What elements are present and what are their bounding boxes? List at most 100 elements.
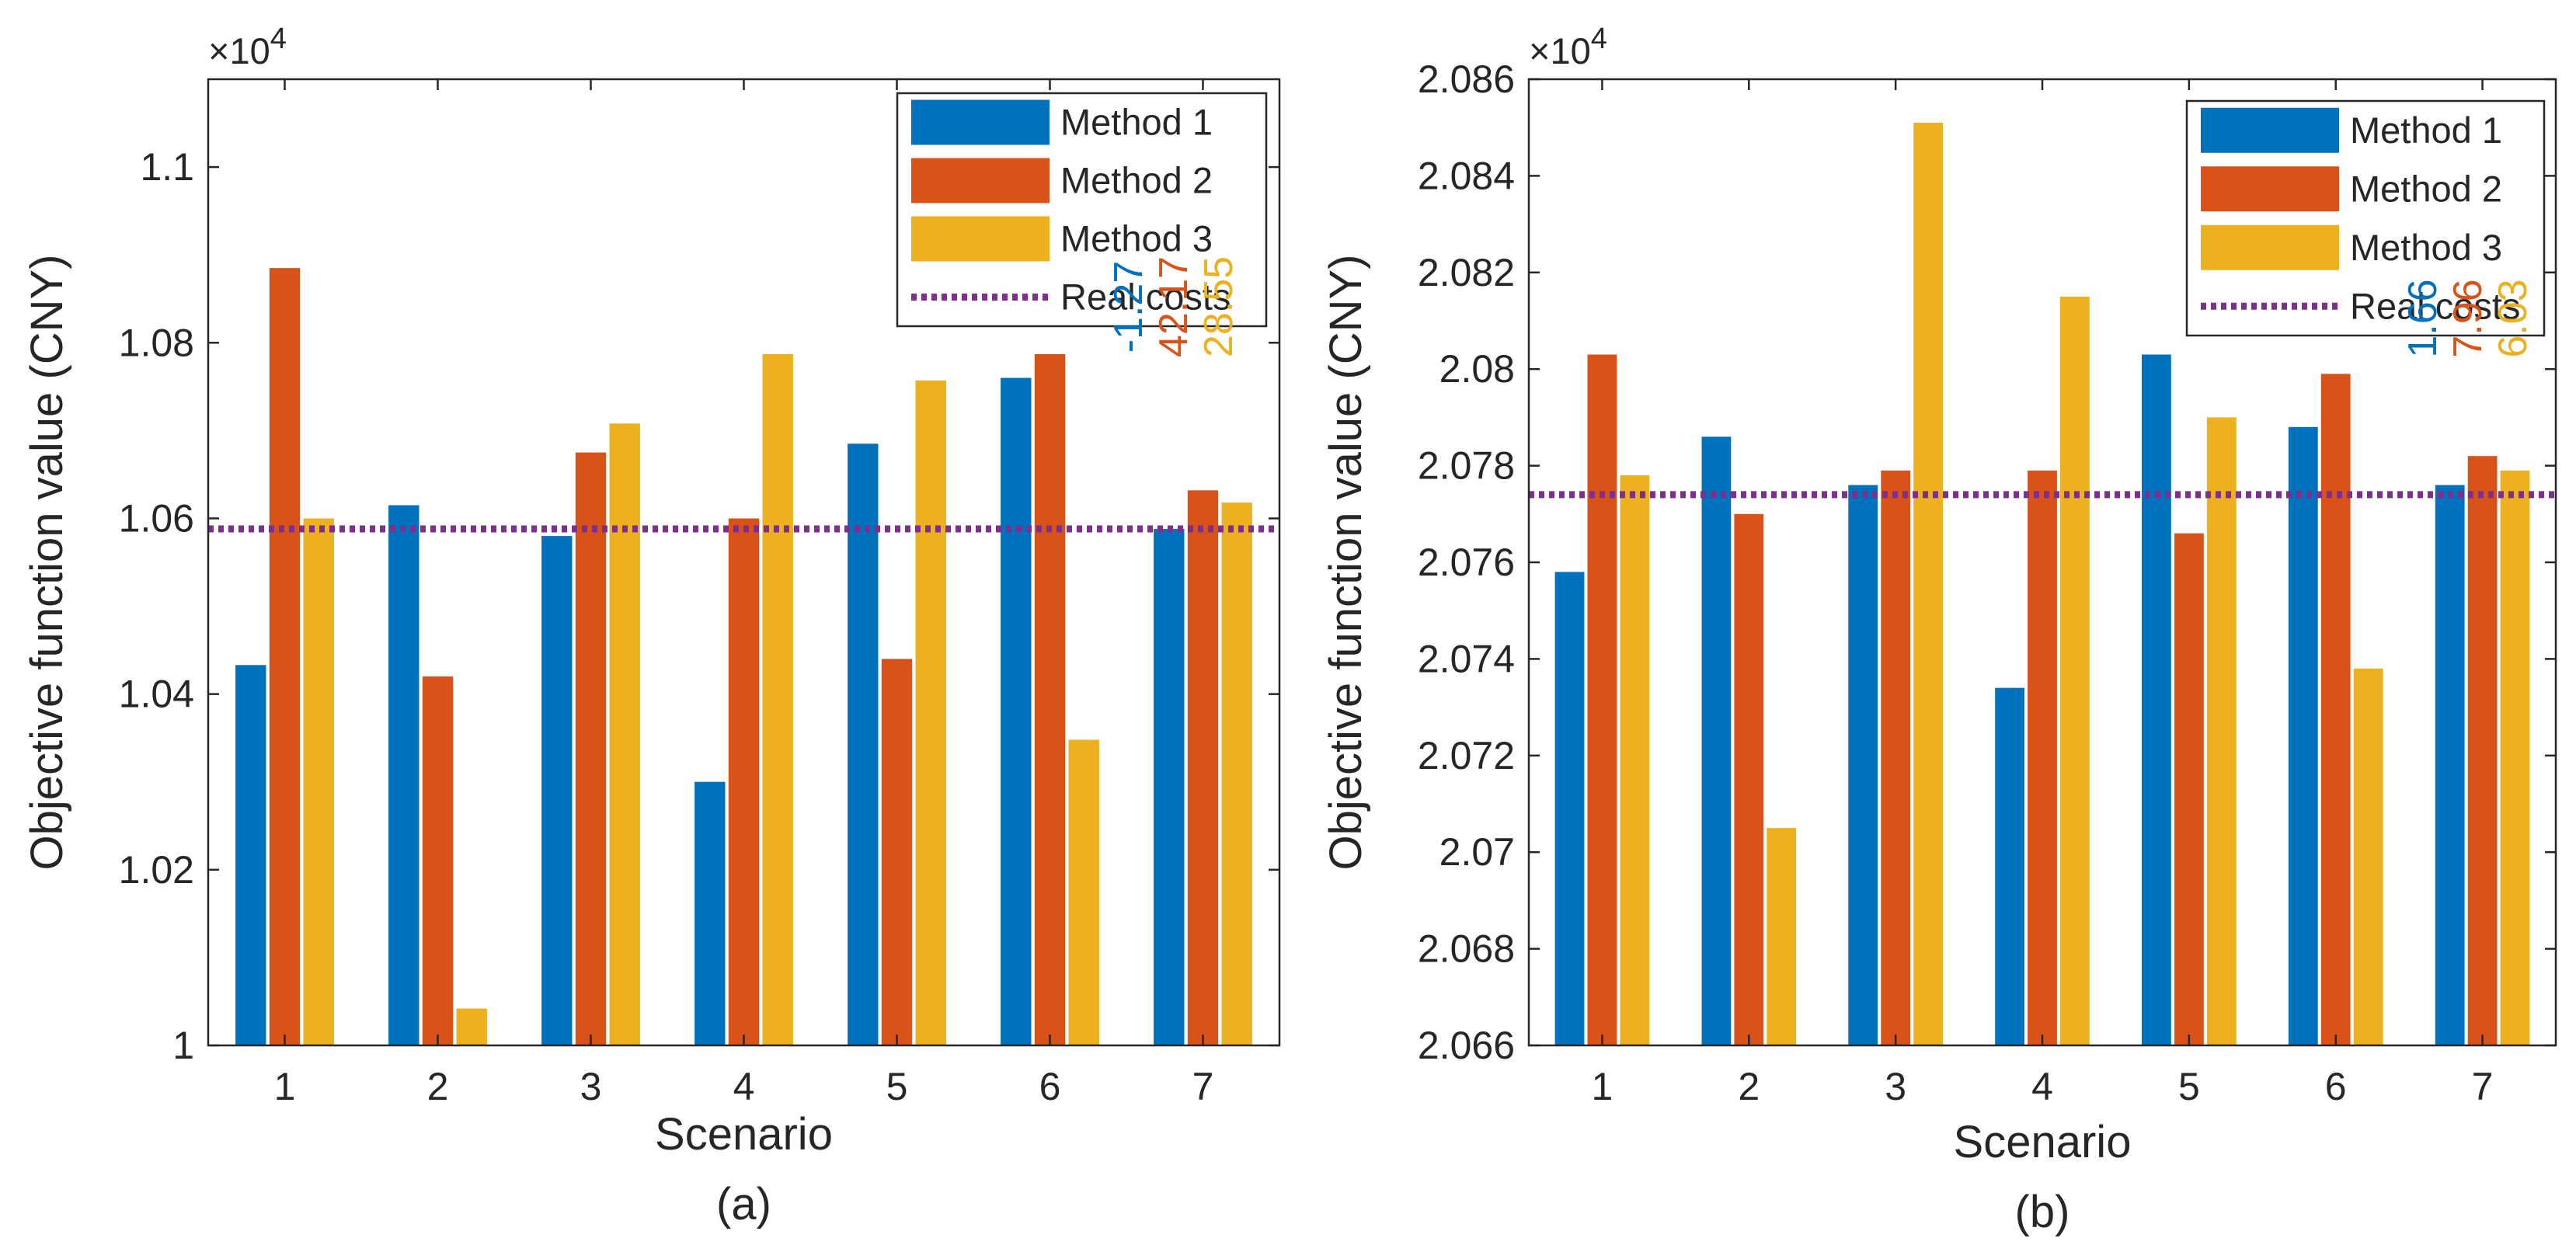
x-tick-label: 3 — [1885, 1065, 1906, 1108]
bar-method-3-scenario-3 — [609, 423, 640, 1045]
bar-method-3-scenario-2 — [456, 1008, 487, 1045]
x-tick-label: 5 — [886, 1065, 908, 1108]
x-tick-label: 4 — [2031, 1065, 2053, 1108]
y-tick-label: 2.086 — [1418, 57, 1515, 101]
annotation-method-1: -1.27 — [1106, 261, 1151, 353]
bar-method-2-scenario-1 — [1587, 354, 1617, 1045]
bar-method-2-scenario-3 — [575, 452, 607, 1045]
legend-label-method-1: Method 1 — [1060, 102, 1213, 143]
y-tick-label: 1.1 — [140, 145, 194, 189]
bar-method-2-scenario-6 — [2320, 374, 2351, 1045]
x-axis-label: Scenario — [1954, 1117, 2132, 1167]
bar-method-1-scenario-7 — [1154, 529, 1185, 1045]
bar-method-3-scenario-3 — [1913, 123, 1943, 1045]
y-tick-label: 2.082 — [1418, 251, 1515, 294]
legend-label-method-3: Method 3 — [2350, 227, 2502, 268]
axis-multiplier-base: ×10 — [1529, 30, 1591, 71]
bar-method-2-scenario-5 — [2174, 533, 2204, 1045]
chart-panel-b: 2.066 2.068 2.07 2.072 2.074 2.076 2.078 2.08 2.… — [1321, 23, 2557, 1237]
legend-swatch-method-2 — [2201, 166, 2339, 212]
bar-method-2-scenario-7 — [1187, 490, 1219, 1045]
legend-swatch-method-3 — [2201, 224, 2339, 270]
bar-method-2-scenario-2 — [422, 676, 454, 1045]
annotation-method-1: 1.66 — [2400, 279, 2445, 357]
legend-swatch-method-3 — [911, 216, 1050, 262]
y-tick-label: 2.072 — [1418, 734, 1515, 777]
y-tick-label: 2.078 — [1418, 444, 1515, 488]
legend-label-method-2: Method 2 — [2350, 168, 2502, 209]
panel-label: (b) — [2015, 1187, 2070, 1237]
bar-method-1-scenario-5 — [2142, 354, 2171, 1045]
y-tick-label: 2.074 — [1418, 637, 1515, 680]
y-tick-label: 1 — [172, 1024, 194, 1067]
bar-method-2-scenario-3 — [1881, 470, 1911, 1045]
bar-method-1-scenario-6 — [1001, 377, 1032, 1045]
legend: Method 1 Method 2 Method 3 Real costs — [2185, 99, 2546, 337]
y-axis-label: Objective function value (CNY) — [1321, 255, 1371, 871]
x-tick-label: 6 — [2325, 1065, 2347, 1108]
y-tick-label: 2.068 — [1418, 927, 1515, 971]
y-tick-label: 1.04 — [119, 673, 194, 716]
y-tick-label: 2.07 — [1439, 830, 1515, 874]
bar-method-1-scenario-2 — [1701, 436, 1732, 1045]
bar-method-3-scenario-5 — [915, 380, 946, 1045]
y-tick-label: 2.08 — [1439, 347, 1515, 391]
bar-method-1-scenario-7 — [2435, 485, 2465, 1045]
bar-method-3-scenario-4 — [2060, 296, 2090, 1045]
annotation-method-3: 28.55 — [1196, 256, 1241, 357]
x-tick-label: 2 — [1738, 1065, 1760, 1108]
x-tick-label: 7 — [1192, 1065, 1214, 1108]
y-tick-label: 2.066 — [1418, 1024, 1515, 1067]
bar-method-3-scenario-6 — [1068, 739, 1099, 1045]
axis-multiplier: ×104 — [1529, 23, 1607, 71]
axis-multiplier-base: ×10 — [208, 30, 270, 71]
annotation-method-2: 7.96 — [2445, 279, 2491, 357]
axis-multiplier-exponent: 4 — [1591, 23, 1607, 55]
bar-method-2-scenario-4 — [2028, 470, 2057, 1045]
bar-method-2-scenario-4 — [728, 518, 760, 1045]
bar-method-2-scenario-2 — [1734, 513, 1764, 1045]
y-axis-label: Objective function value (CNY) — [22, 255, 72, 871]
bar-method-3-scenario-4 — [762, 354, 793, 1045]
y-tick-label: 2.084 — [1418, 154, 1515, 197]
bar-method-3-scenario-1 — [303, 518, 334, 1045]
x-tick-label: 4 — [733, 1065, 755, 1108]
y-tick-label: 2.076 — [1418, 541, 1515, 584]
bar-method-2-scenario-5 — [881, 659, 913, 1045]
legend-label-method-2: Method 2 — [1060, 160, 1213, 201]
bar-method-1-scenario-1 — [235, 665, 266, 1045]
y-tick-label: 1.06 — [119, 496, 194, 540]
panel-label: (a) — [716, 1179, 771, 1229]
x-axis-label: Scenario — [655, 1109, 833, 1160]
chart-panel-a: 11.021.041.061.081.11 2 3 4 5 6 7×104Objective… — [22, 23, 1281, 1229]
annotation-method-3: 6.03 — [2491, 279, 2536, 357]
legend-swatch-method-2 — [911, 158, 1050, 203]
bar-method-1-scenario-2 — [388, 505, 419, 1045]
x-tick-label: 5 — [2178, 1065, 2200, 1108]
bar-method-3-scenario-7 — [1221, 503, 1252, 1045]
bar-method-3-scenario-6 — [2353, 668, 2383, 1045]
bar-method-1-scenario-3 — [541, 536, 573, 1045]
bar-method-3-scenario-2 — [1767, 828, 1797, 1045]
bar-method-1-scenario-1 — [1554, 572, 1585, 1045]
x-tick-label: 1 — [274, 1065, 296, 1108]
annotation-method-2: 42.17 — [1151, 256, 1196, 357]
legend-swatch-method-1 — [911, 99, 1050, 145]
x-tick-label: 7 — [2472, 1065, 2494, 1108]
bar-method-2-scenario-1 — [269, 268, 301, 1046]
bar-method-2-scenario-6 — [1034, 354, 1066, 1045]
legend-swatch-method-1 — [2201, 107, 2339, 153]
bar-method-1-scenario-4 — [1995, 687, 2024, 1045]
bar-method-1-scenario-6 — [2288, 426, 2318, 1045]
legend: Method 1 Method 2 Method 3 Real costs — [896, 92, 1268, 328]
legend-label-real-costs: Real costs — [2350, 285, 2520, 326]
legend-label-method-3: Method 3 — [1060, 218, 1213, 259]
bar-method-1-scenario-4 — [694, 781, 726, 1045]
y-tick-label: 1.08 — [119, 321, 194, 364]
bar-method-3-scenario-5 — [2206, 417, 2237, 1045]
axis-multiplier-exponent: 4 — [270, 23, 287, 55]
legend-label-real-costs: Real costs — [1060, 276, 1231, 318]
x-tick-label: 1 — [1592, 1065, 1613, 1108]
bar-method-3-scenario-7 — [2500, 470, 2530, 1045]
